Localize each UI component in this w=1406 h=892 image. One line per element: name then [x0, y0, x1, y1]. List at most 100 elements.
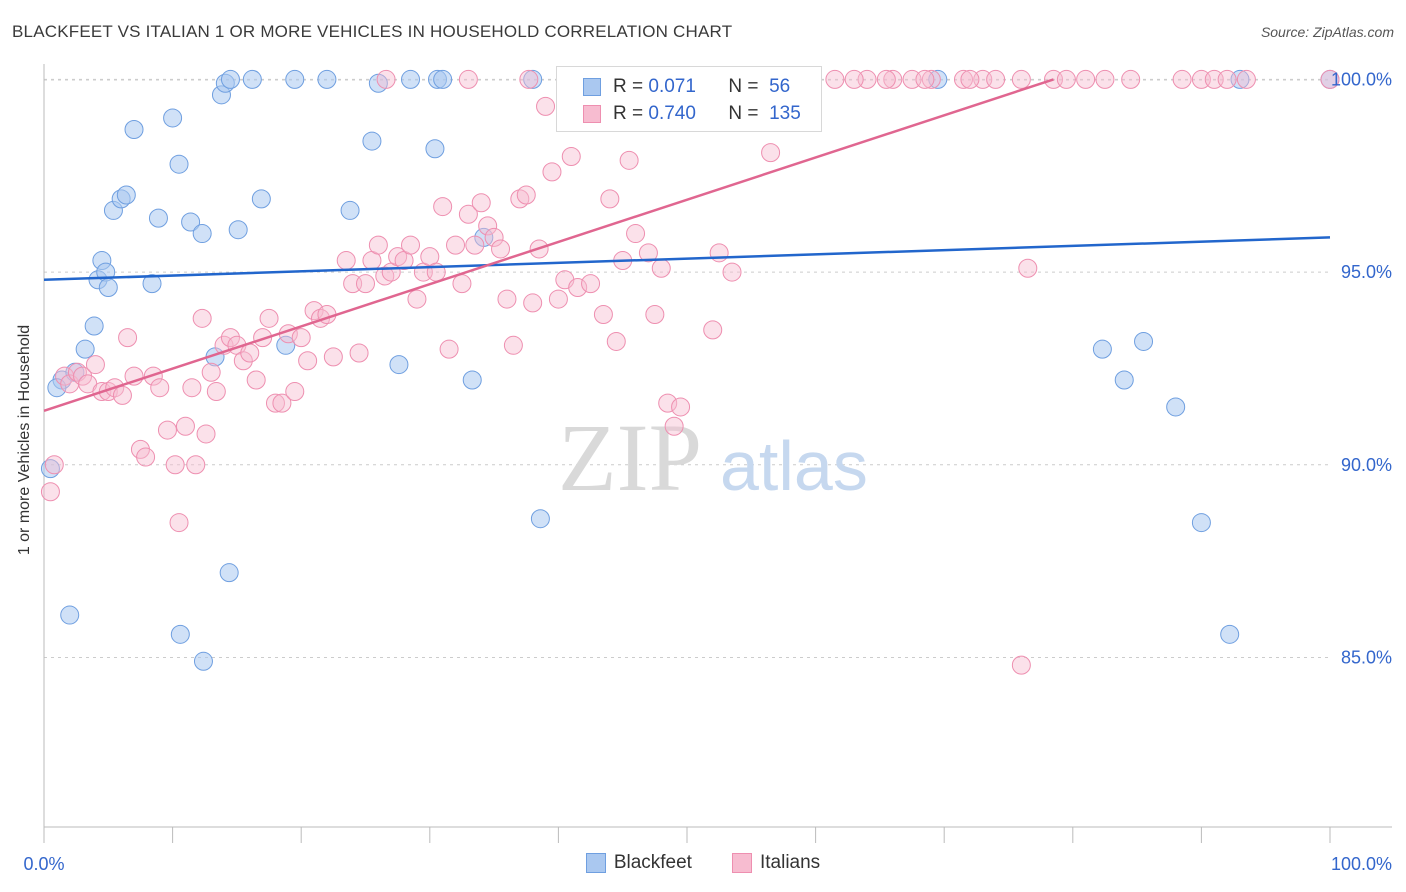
italians-point: [876, 69, 896, 89]
blackfeet-point: [433, 69, 453, 89]
blackfeet-point: [1166, 397, 1186, 417]
legend-label-italians: Italians: [759, 852, 821, 873]
italians-point: [465, 235, 485, 255]
r-label: R =: [613, 76, 644, 97]
italians-point: [169, 513, 189, 533]
italians-point: [484, 227, 504, 247]
italians-point: [1011, 69, 1031, 89]
axes: [43, 64, 1392, 843]
blackfeet-point: [98, 278, 118, 298]
blackfeet-point: [47, 378, 67, 398]
blackfeet-swatch: [585, 853, 606, 873]
italians-point: [452, 274, 472, 294]
italians-point: [664, 416, 684, 436]
y-tick-label: 100.0%: [1331, 69, 1392, 89]
legend-row-blackfeet: R = 0.071 N = 56: [583, 73, 790, 101]
blackfeet-point: [1114, 370, 1134, 390]
italians-point: [201, 362, 221, 382]
italians-point: [1076, 69, 1096, 89]
y-tick-label: 85.0%: [1341, 647, 1392, 667]
blackfeet-point: [1134, 331, 1154, 351]
blackfeet-point: [1092, 339, 1112, 359]
blackfeet-point: [340, 200, 360, 220]
y-tick-label: 90.0%: [1341, 455, 1392, 475]
blackfeet-point: [251, 189, 271, 209]
tick-labels: 85.0% 90.0% 95.0% 100.0% 0.0% 100.0%: [23, 69, 1392, 874]
italians-point: [376, 69, 396, 89]
watermark-atlas: atlas: [720, 427, 868, 505]
italians-point: [298, 351, 318, 371]
italians-point: [433, 197, 453, 217]
italians-point: [1320, 69, 1340, 89]
blackfeet-point: [142, 274, 162, 294]
blackfeet-point: [116, 185, 136, 205]
italians-point: [709, 243, 729, 263]
blackfeet-point: [425, 139, 445, 159]
r-value: 0.071: [648, 76, 696, 97]
italians-point: [619, 150, 639, 170]
stats-legend: R = 0.071 N = 56 R = 0.740 N = 135: [556, 66, 822, 132]
italians-point: [265, 393, 285, 413]
italians-point: [175, 416, 195, 436]
italians-point: [516, 185, 536, 205]
blackfeet-point: [170, 624, 190, 644]
y-axis-label: 1 or more Vehicles in Household: [16, 324, 33, 556]
italians-point: [915, 69, 935, 89]
italians-point: [568, 278, 588, 298]
blackfeet-point: [75, 339, 95, 359]
italians-point: [446, 235, 466, 255]
italians-point: [519, 69, 539, 89]
italians-point: [986, 69, 1006, 89]
italians-point: [186, 455, 206, 475]
italians-point: [761, 143, 781, 163]
italians-point: [703, 320, 723, 340]
italians-point: [478, 216, 498, 236]
italians-point: [542, 162, 562, 182]
italians-point: [118, 328, 138, 348]
legend-row-italians: R = 0.740 N = 135: [583, 100, 801, 128]
italians-point: [323, 347, 343, 367]
legend-label-blackfeet: Blackfeet: [613, 852, 692, 873]
blackfeet-point: [220, 69, 240, 89]
italians-point: [196, 424, 216, 444]
italians-point: [651, 258, 671, 278]
italians-point: [1011, 655, 1031, 675]
italians-points: [40, 69, 1340, 675]
italians-point: [960, 69, 980, 89]
x-tick-label: 100.0%: [1331, 854, 1392, 874]
italians-point: [220, 328, 240, 348]
legend-item-blackfeet: Blackfeet: [585, 852, 692, 874]
italians-point: [953, 69, 973, 89]
italians-point: [491, 239, 511, 259]
italians-point: [40, 482, 60, 502]
italians-point: [497, 289, 517, 309]
italians-point: [407, 289, 427, 309]
italians-point: [192, 308, 212, 328]
italians-point: [658, 393, 678, 413]
italians-point: [883, 69, 903, 89]
chart-title: BLACKFEET VS ITALIAN 1 OR MORE VEHICLES …: [12, 22, 733, 41]
italians-point: [844, 69, 864, 89]
italians-point: [1236, 69, 1256, 89]
italians-point: [1217, 69, 1237, 89]
italians-point: [291, 328, 311, 348]
italians-point: [259, 308, 279, 328]
blackfeet-point: [242, 69, 262, 89]
blackfeet-point: [1220, 624, 1240, 644]
italians-point: [165, 455, 185, 475]
blackfeet-point: [60, 605, 80, 625]
legend-item-italians: Italians: [731, 852, 821, 874]
italians-point: [1056, 69, 1076, 89]
italians-point: [356, 274, 375, 294]
italians-point: [523, 293, 543, 313]
n-value: 135: [769, 103, 801, 124]
italians-point: [1121, 69, 1141, 89]
blackfeet-point: [285, 69, 305, 89]
blackfeet-point: [181, 212, 201, 232]
n-label: N =: [728, 76, 759, 97]
italians-point: [304, 301, 324, 321]
italians-point: [439, 339, 459, 359]
italians-point: [606, 331, 626, 351]
blackfeet-point: [228, 220, 248, 240]
